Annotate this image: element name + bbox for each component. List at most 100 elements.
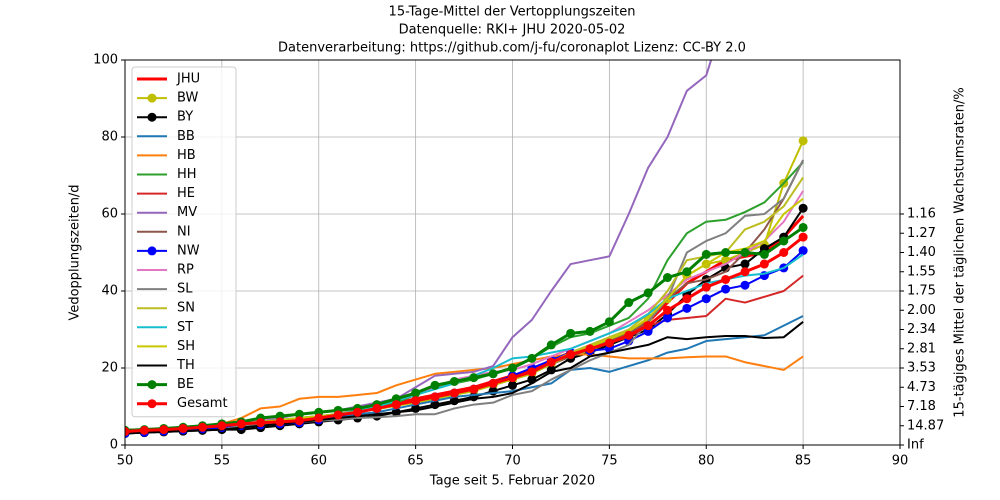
legend-label: SN bbox=[177, 301, 195, 316]
data-point bbox=[508, 380, 517, 390]
x-tick-label: 90 bbox=[892, 454, 909, 469]
series-line bbox=[125, 321, 804, 435]
data-point bbox=[314, 413, 324, 423]
data-point bbox=[125, 427, 130, 437]
x-tick-label: 70 bbox=[504, 454, 521, 469]
legend-label: BE bbox=[177, 377, 194, 392]
data-point bbox=[430, 392, 440, 402]
legend-label: SL bbox=[177, 282, 193, 297]
x-tick-label: 80 bbox=[698, 454, 715, 469]
y-tick-label: 20 bbox=[101, 361, 118, 376]
data-point bbox=[430, 380, 440, 390]
x-tick-label: 55 bbox=[214, 454, 231, 469]
data-point bbox=[217, 421, 227, 431]
legend-marker bbox=[147, 112, 157, 122]
y2-tick-label: 1.27 bbox=[907, 226, 936, 241]
y2-axis-label: 15-tägiges Mittel der täglichen Wachstum… bbox=[953, 87, 968, 417]
legend-label: HH bbox=[177, 167, 197, 182]
data-point bbox=[275, 417, 285, 427]
data-point bbox=[604, 338, 614, 348]
y-tick-label: 40 bbox=[101, 284, 118, 299]
data-point bbox=[701, 249, 711, 259]
legend-marker bbox=[147, 399, 157, 409]
y2-tick-label: 1.75 bbox=[907, 284, 936, 299]
data-point bbox=[740, 248, 750, 257]
data-point bbox=[682, 303, 692, 313]
data-point bbox=[798, 246, 808, 256]
x-tick-label: 60 bbox=[310, 454, 327, 469]
data-point bbox=[663, 313, 672, 323]
x-tick-label: 50 bbox=[117, 454, 134, 469]
y2-tick-label: Inf bbox=[907, 438, 924, 453]
y-tick-label: 100 bbox=[93, 53, 118, 68]
data-point bbox=[566, 350, 576, 360]
x-tick-label: 65 bbox=[407, 454, 424, 469]
data-point bbox=[701, 294, 711, 304]
data-point bbox=[759, 259, 769, 269]
data-point bbox=[682, 267, 692, 277]
chart-title: Datenverarbeitung: https://github.com/j-… bbox=[278, 41, 746, 56]
data-point bbox=[740, 280, 750, 290]
data-point bbox=[740, 259, 750, 269]
data-point bbox=[585, 344, 595, 354]
data-point bbox=[798, 232, 808, 242]
data-point bbox=[198, 422, 207, 432]
data-point bbox=[759, 249, 769, 259]
data-point bbox=[643, 288, 653, 298]
y2-tick-label: 1.40 bbox=[907, 245, 936, 260]
legend-label: SH bbox=[177, 339, 195, 354]
y-tick-label: 80 bbox=[101, 130, 118, 145]
legend-label: NI bbox=[177, 224, 191, 239]
data-point bbox=[624, 298, 634, 308]
legend-label: RP bbox=[177, 263, 194, 278]
data-point bbox=[604, 317, 614, 327]
x-axis-label: Tage seit 5. Februar 2020 bbox=[429, 474, 595, 489]
data-point bbox=[333, 410, 343, 420]
data-point bbox=[256, 418, 266, 428]
legend-label: TH bbox=[176, 358, 195, 373]
data-point bbox=[488, 369, 498, 379]
legend-label: BW bbox=[177, 91, 198, 106]
legend-label: HB bbox=[177, 148, 196, 163]
data-point bbox=[488, 378, 498, 388]
data-point bbox=[721, 284, 731, 294]
plot-lines bbox=[125, 60, 808, 438]
data-point bbox=[546, 357, 556, 367]
y2-tick-label: 3.53 bbox=[907, 361, 936, 376]
data-point bbox=[798, 203, 808, 213]
data-point bbox=[372, 403, 382, 413]
data-point bbox=[469, 384, 479, 394]
data-point bbox=[546, 340, 556, 350]
data-point bbox=[798, 136, 808, 146]
data-point bbox=[779, 236, 789, 246]
y2-tick-label: 2.81 bbox=[907, 341, 936, 356]
data-point bbox=[294, 409, 304, 419]
y2-tick-label: 1.16 bbox=[907, 207, 936, 222]
data-point bbox=[682, 294, 692, 304]
data-point bbox=[779, 248, 789, 257]
data-point bbox=[721, 274, 731, 284]
y2-tick-label: 14.87 bbox=[907, 418, 944, 433]
data-point bbox=[391, 400, 401, 410]
legend-label: Gesamt bbox=[177, 396, 228, 411]
data-point bbox=[449, 388, 459, 398]
legend-label: JHU bbox=[176, 72, 200, 87]
chart-title: Datenquelle: RKI+ JHU 2020-05-02 bbox=[399, 23, 626, 38]
y2-tick-label: 4.73 bbox=[907, 380, 936, 395]
legend-marker bbox=[147, 93, 157, 103]
legend-marker bbox=[147, 380, 157, 390]
x-tick-label: 85 bbox=[795, 454, 812, 469]
data-point bbox=[159, 425, 169, 435]
y-axis-label: Vedopplungszeiten/d bbox=[68, 184, 83, 320]
y2-tick-label: 2.00 bbox=[907, 303, 936, 318]
data-point bbox=[411, 388, 421, 398]
data-point bbox=[585, 326, 595, 336]
y2-tick-label: 2.34 bbox=[907, 322, 936, 337]
data-point bbox=[527, 353, 537, 363]
data-point bbox=[294, 416, 304, 426]
data-point bbox=[701, 282, 711, 292]
data-point bbox=[411, 396, 421, 406]
data-point bbox=[798, 222, 808, 232]
y2-tick-label: 7.18 bbox=[907, 399, 936, 414]
